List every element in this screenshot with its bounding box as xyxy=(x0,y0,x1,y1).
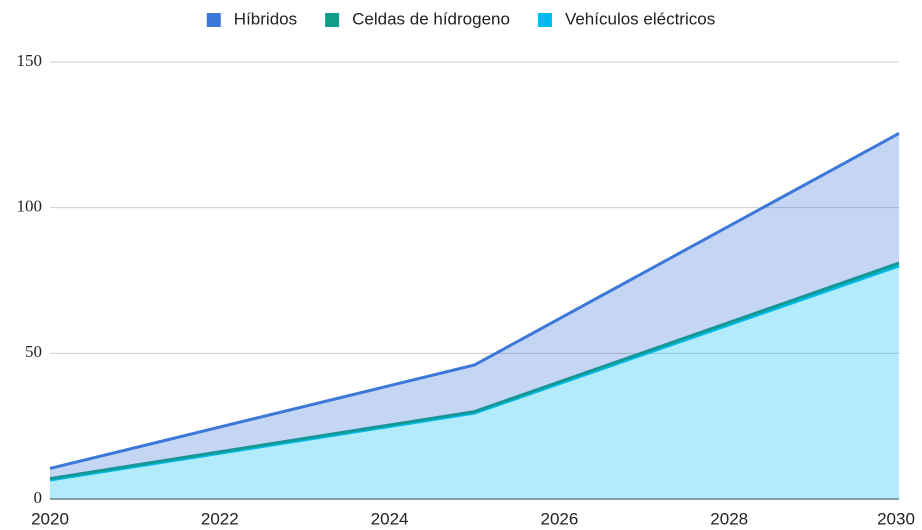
legend-label: Vehículos eléctricos xyxy=(565,9,715,28)
series-line xyxy=(49,261,900,481)
legend-label: Híbridos xyxy=(234,9,297,28)
y-tick-label: 150 xyxy=(17,51,43,70)
x-tick-label: 2026 xyxy=(540,509,578,528)
x-tick-label: 2024 xyxy=(371,509,409,528)
x-tick-label: 2020 xyxy=(31,509,69,528)
area xyxy=(50,133,899,479)
area xyxy=(50,265,899,499)
y-tick-label: 0 xyxy=(34,488,43,507)
y-tick-label: 100 xyxy=(17,197,43,216)
legend-swatch xyxy=(206,13,221,27)
y-tick-label: 50 xyxy=(25,342,42,361)
legend-swatch xyxy=(325,13,340,27)
x-tick-label: 2030 xyxy=(877,509,915,528)
legend-swatch xyxy=(537,13,552,27)
x-tick-label: 2022 xyxy=(201,509,239,528)
legend-label: Celdas de hídrogeno xyxy=(352,9,510,28)
x-tick-label: 2028 xyxy=(710,509,748,528)
series-line xyxy=(49,132,900,470)
